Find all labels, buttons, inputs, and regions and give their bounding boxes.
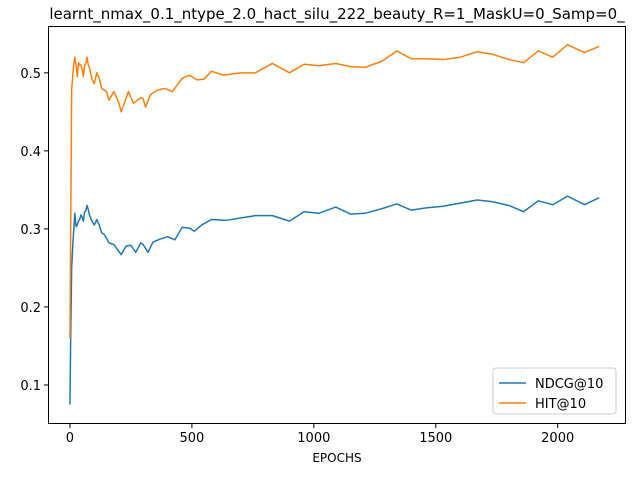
legend-label: HIT@10: [535, 397, 586, 412]
legend-label: NDCG@10: [535, 377, 603, 392]
series-line-0: [69, 195, 600, 405]
x-tick-label: 1000: [297, 431, 330, 446]
y-tick-label: 0.1: [20, 379, 41, 394]
y-tick-label: 0.4: [20, 145, 41, 160]
x-tick-label: 2000: [541, 431, 574, 446]
series-line-1: [69, 43, 600, 339]
legend: NDCG@10 HIT@10: [492, 367, 617, 415]
chart-title: learnt_nmax_0.1_ntype_2.0_hact_silu_222_…: [49, 5, 625, 24]
y-tick-label: 0.5: [20, 67, 41, 82]
y-tick-label: 0.3: [20, 223, 41, 238]
x-tick-label: 1500: [419, 431, 452, 446]
series-lines: [69, 43, 600, 405]
plot-frame: [48, 26, 626, 424]
x-axis-label: EPOCHS: [312, 451, 361, 465]
x-tick-label: 500: [179, 431, 204, 446]
x-tick-label: 0: [66, 431, 74, 446]
axis-ticks: 0 500 1000 1500 2000 0.1 0.2 0.3 0.4 0.5: [20, 67, 574, 446]
y-tick-label: 0.2: [20, 301, 41, 316]
plot-area: [48, 26, 626, 424]
